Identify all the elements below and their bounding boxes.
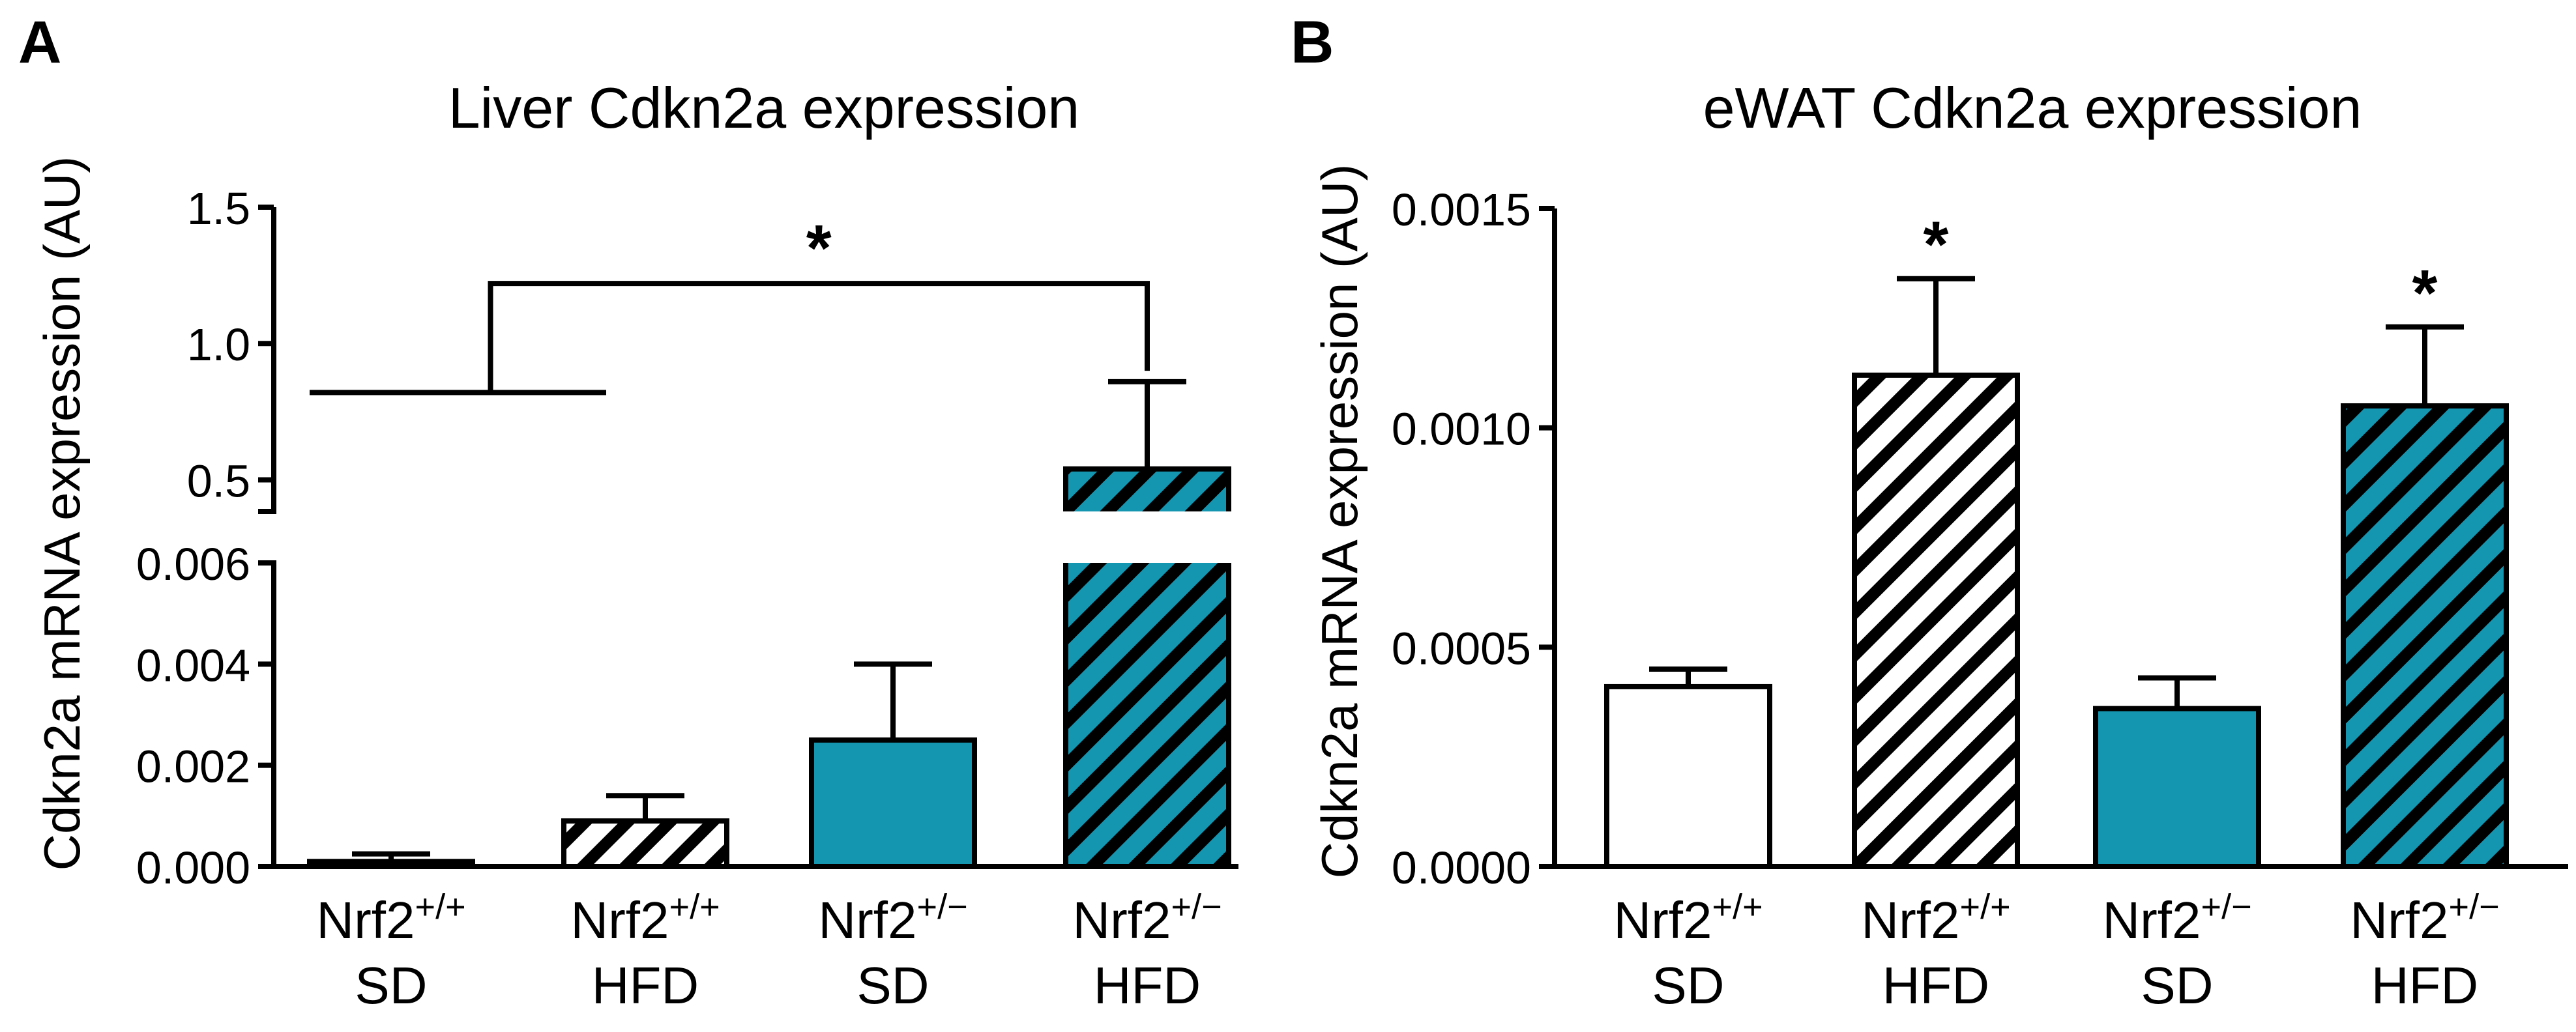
x-tick-label-diet: SD (355, 956, 427, 1014)
axes: 0.000 0.002 0.004 0.006 0.5 1.0 1.5 (136, 183, 1238, 893)
significance-star: * (2412, 257, 2438, 330)
bar (307, 859, 475, 869)
y-tick-label: 1.5 (187, 183, 250, 234)
x-tick-label: Nrf2+/+ (570, 887, 720, 949)
x-tick-label-diet: HFD (2371, 956, 2478, 1014)
chart-title: eWAT Cdkn2a expression (1703, 76, 2362, 140)
significance-bracket (488, 281, 1150, 393)
bars (307, 379, 1231, 870)
x-tick-label: Nrf2+/− (2102, 887, 2251, 949)
bar (1604, 683, 1772, 870)
y-tick-label: 1.0 (187, 319, 250, 370)
bar-lower-outline (1063, 563, 1231, 869)
y-axis-label: Cdkn2a mRNA expression (AU) (1311, 164, 1368, 879)
y-tick-label: 0.000 (136, 842, 250, 893)
annotations: ** (1924, 208, 2438, 330)
y-tick-label: 0.0000 (1392, 842, 1531, 893)
x-tick-label: Nrf2+/− (818, 887, 967, 949)
x-tick-label: Nrf2+/+ (1861, 887, 2010, 949)
x-tick-label-diet: HFD (1882, 956, 1989, 1014)
y-tick-label: 0.0015 (1392, 184, 1531, 235)
x-tick-label: Nrf2+/+ (316, 887, 465, 949)
x-tick-label-diet: SD (1652, 956, 1724, 1014)
x-tick-label-diet: SD (856, 956, 929, 1014)
bars (1604, 276, 2509, 870)
y-tick-label: 0.004 (136, 640, 250, 691)
bar-upper-outline (1063, 466, 1231, 511)
significance-star: * (1924, 208, 1949, 281)
x-tick-label: Nrf2+/− (1072, 887, 1222, 949)
chart-title: Liver Cdkn2a expression (448, 76, 1080, 140)
bar (1852, 372, 2020, 869)
x-tick-label-diet: SD (2141, 956, 2213, 1014)
y-tick-label: 0.006 (136, 539, 250, 590)
x-tick-label-diet: HFD (1094, 956, 1201, 1014)
x-tick-labels: Nrf2+/+ SD Nrf2+/+ HFD Nrf2+/− SD Nrf2+/− HFD (316, 887, 1222, 1014)
x-tick-labels: Nrf2+/+ SD Nrf2+/+ HFD Nrf2+/− SD Nrf2+/− HFD (1613, 887, 2499, 1014)
bar (2093, 706, 2261, 869)
panel-a: A Liver Cdkn2a expression Cdkn2a mRNA ex… (18, 9, 1238, 1014)
x-tick-label-diet: HFD (592, 956, 699, 1014)
annotations: * (310, 212, 1150, 395)
bar (561, 818, 729, 869)
bar (809, 737, 977, 870)
bar (2341, 403, 2509, 869)
y-tick-label: 0.0005 (1392, 623, 1531, 674)
y-tick-label: 0.002 (136, 741, 250, 792)
panel-letter: B (1291, 9, 1334, 76)
x-tick-label: Nrf2+/+ (1613, 887, 1763, 949)
y-tick-label: 0.0010 (1392, 404, 1531, 455)
x-tick-label: Nrf2+/− (2350, 887, 2499, 949)
y-axis-label: Cdkn2a mRNA expression (AU) (33, 156, 91, 871)
bar-upper-segment (1066, 468, 1229, 511)
panel-b: B eWAT Cdkn2a expression Cdkn2a mRNA exp… (1291, 9, 2568, 1014)
panel-letter: A (18, 9, 61, 76)
significance-star: * (806, 212, 832, 285)
bar-lower-segment (1066, 563, 1229, 867)
y-tick-label: 0.5 (187, 455, 250, 506)
